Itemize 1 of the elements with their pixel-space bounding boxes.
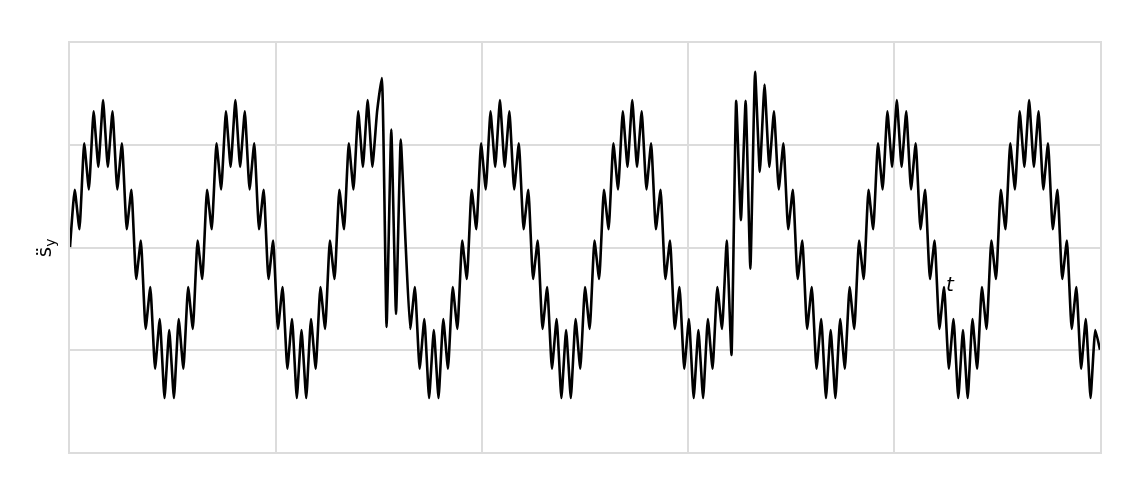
- x-axis-title: t: [946, 272, 955, 296]
